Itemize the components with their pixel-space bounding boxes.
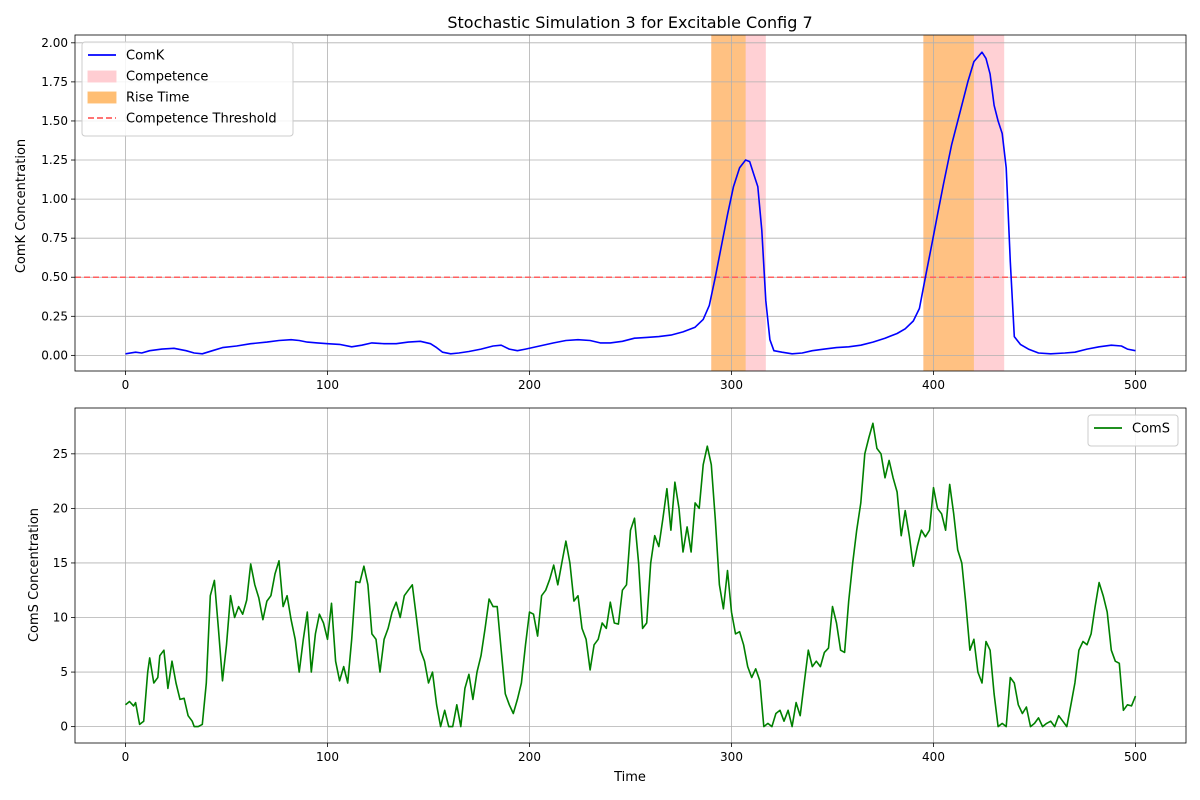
comk-y-tick-label: 0.00 bbox=[41, 348, 68, 362]
comk-x-tick-label: 300 bbox=[720, 378, 743, 392]
comk-x-tick-label: 100 bbox=[316, 378, 339, 392]
comk-y-tick-label: 0.50 bbox=[41, 270, 68, 284]
comk-rise-time-region bbox=[711, 35, 745, 371]
comk-legend-label: Competence Threshold bbox=[126, 112, 277, 127]
comk-y-tick-label: 2.00 bbox=[41, 36, 68, 50]
comk-legend-swatch bbox=[88, 92, 116, 103]
coms-y-tick-label: 0 bbox=[60, 720, 68, 734]
coms-legend-label: ComS bbox=[1132, 422, 1170, 437]
coms-y-tick-label: 15 bbox=[53, 556, 68, 570]
coms-x-tick-label: 300 bbox=[720, 750, 743, 764]
coms-x-tick-label: 200 bbox=[518, 750, 541, 764]
coms-y-tick-label: 10 bbox=[53, 611, 68, 625]
coms-x-tick-label: 500 bbox=[1124, 750, 1147, 764]
coms-x-tick-label: 0 bbox=[122, 750, 130, 764]
coms-y-tick-label: 25 bbox=[53, 447, 68, 461]
comk-legend-label: Competence bbox=[126, 70, 208, 85]
comk-y-tick-label: 1.75 bbox=[41, 75, 68, 89]
comk-legend: ComK Competence Rise Time Competence Thresh… bbox=[82, 42, 293, 136]
comk-legend-label: Rise Time bbox=[126, 91, 189, 106]
coms-x-tick-label: 100 bbox=[316, 750, 339, 764]
coms-y-axis-label: ComS Concentration bbox=[27, 508, 42, 642]
comk-y-tick-label: 0.75 bbox=[41, 231, 68, 245]
comk-x-tick-label: 0 bbox=[122, 378, 130, 392]
coms-x-tick-label: 400 bbox=[922, 750, 945, 764]
comk-legend-swatch bbox=[88, 71, 116, 82]
comk-legend-label: ComK bbox=[126, 49, 165, 64]
comk-x-tick-label: 400 bbox=[922, 378, 945, 392]
comk-x-tick-label: 200 bbox=[518, 378, 541, 392]
comk-x-tick-label: 500 bbox=[1124, 378, 1147, 392]
coms-legend: ComS bbox=[1088, 415, 1178, 446]
comk-y-tick-label: 1.25 bbox=[41, 153, 68, 167]
coms-y-tick-label: 5 bbox=[60, 665, 68, 679]
comk-y-axis-label: ComK Concentration bbox=[14, 139, 29, 273]
comk-y-tick-label: 1.50 bbox=[41, 114, 68, 128]
comk-y-tick-label: 0.25 bbox=[41, 309, 68, 323]
comk-chart-title: Stochastic Simulation 3 for Excitable Co… bbox=[447, 13, 812, 32]
coms-y-tick-label: 20 bbox=[53, 501, 68, 515]
comk-y-tick-label: 1.00 bbox=[41, 192, 68, 206]
coms-x-axis-label: Time bbox=[613, 770, 646, 785]
